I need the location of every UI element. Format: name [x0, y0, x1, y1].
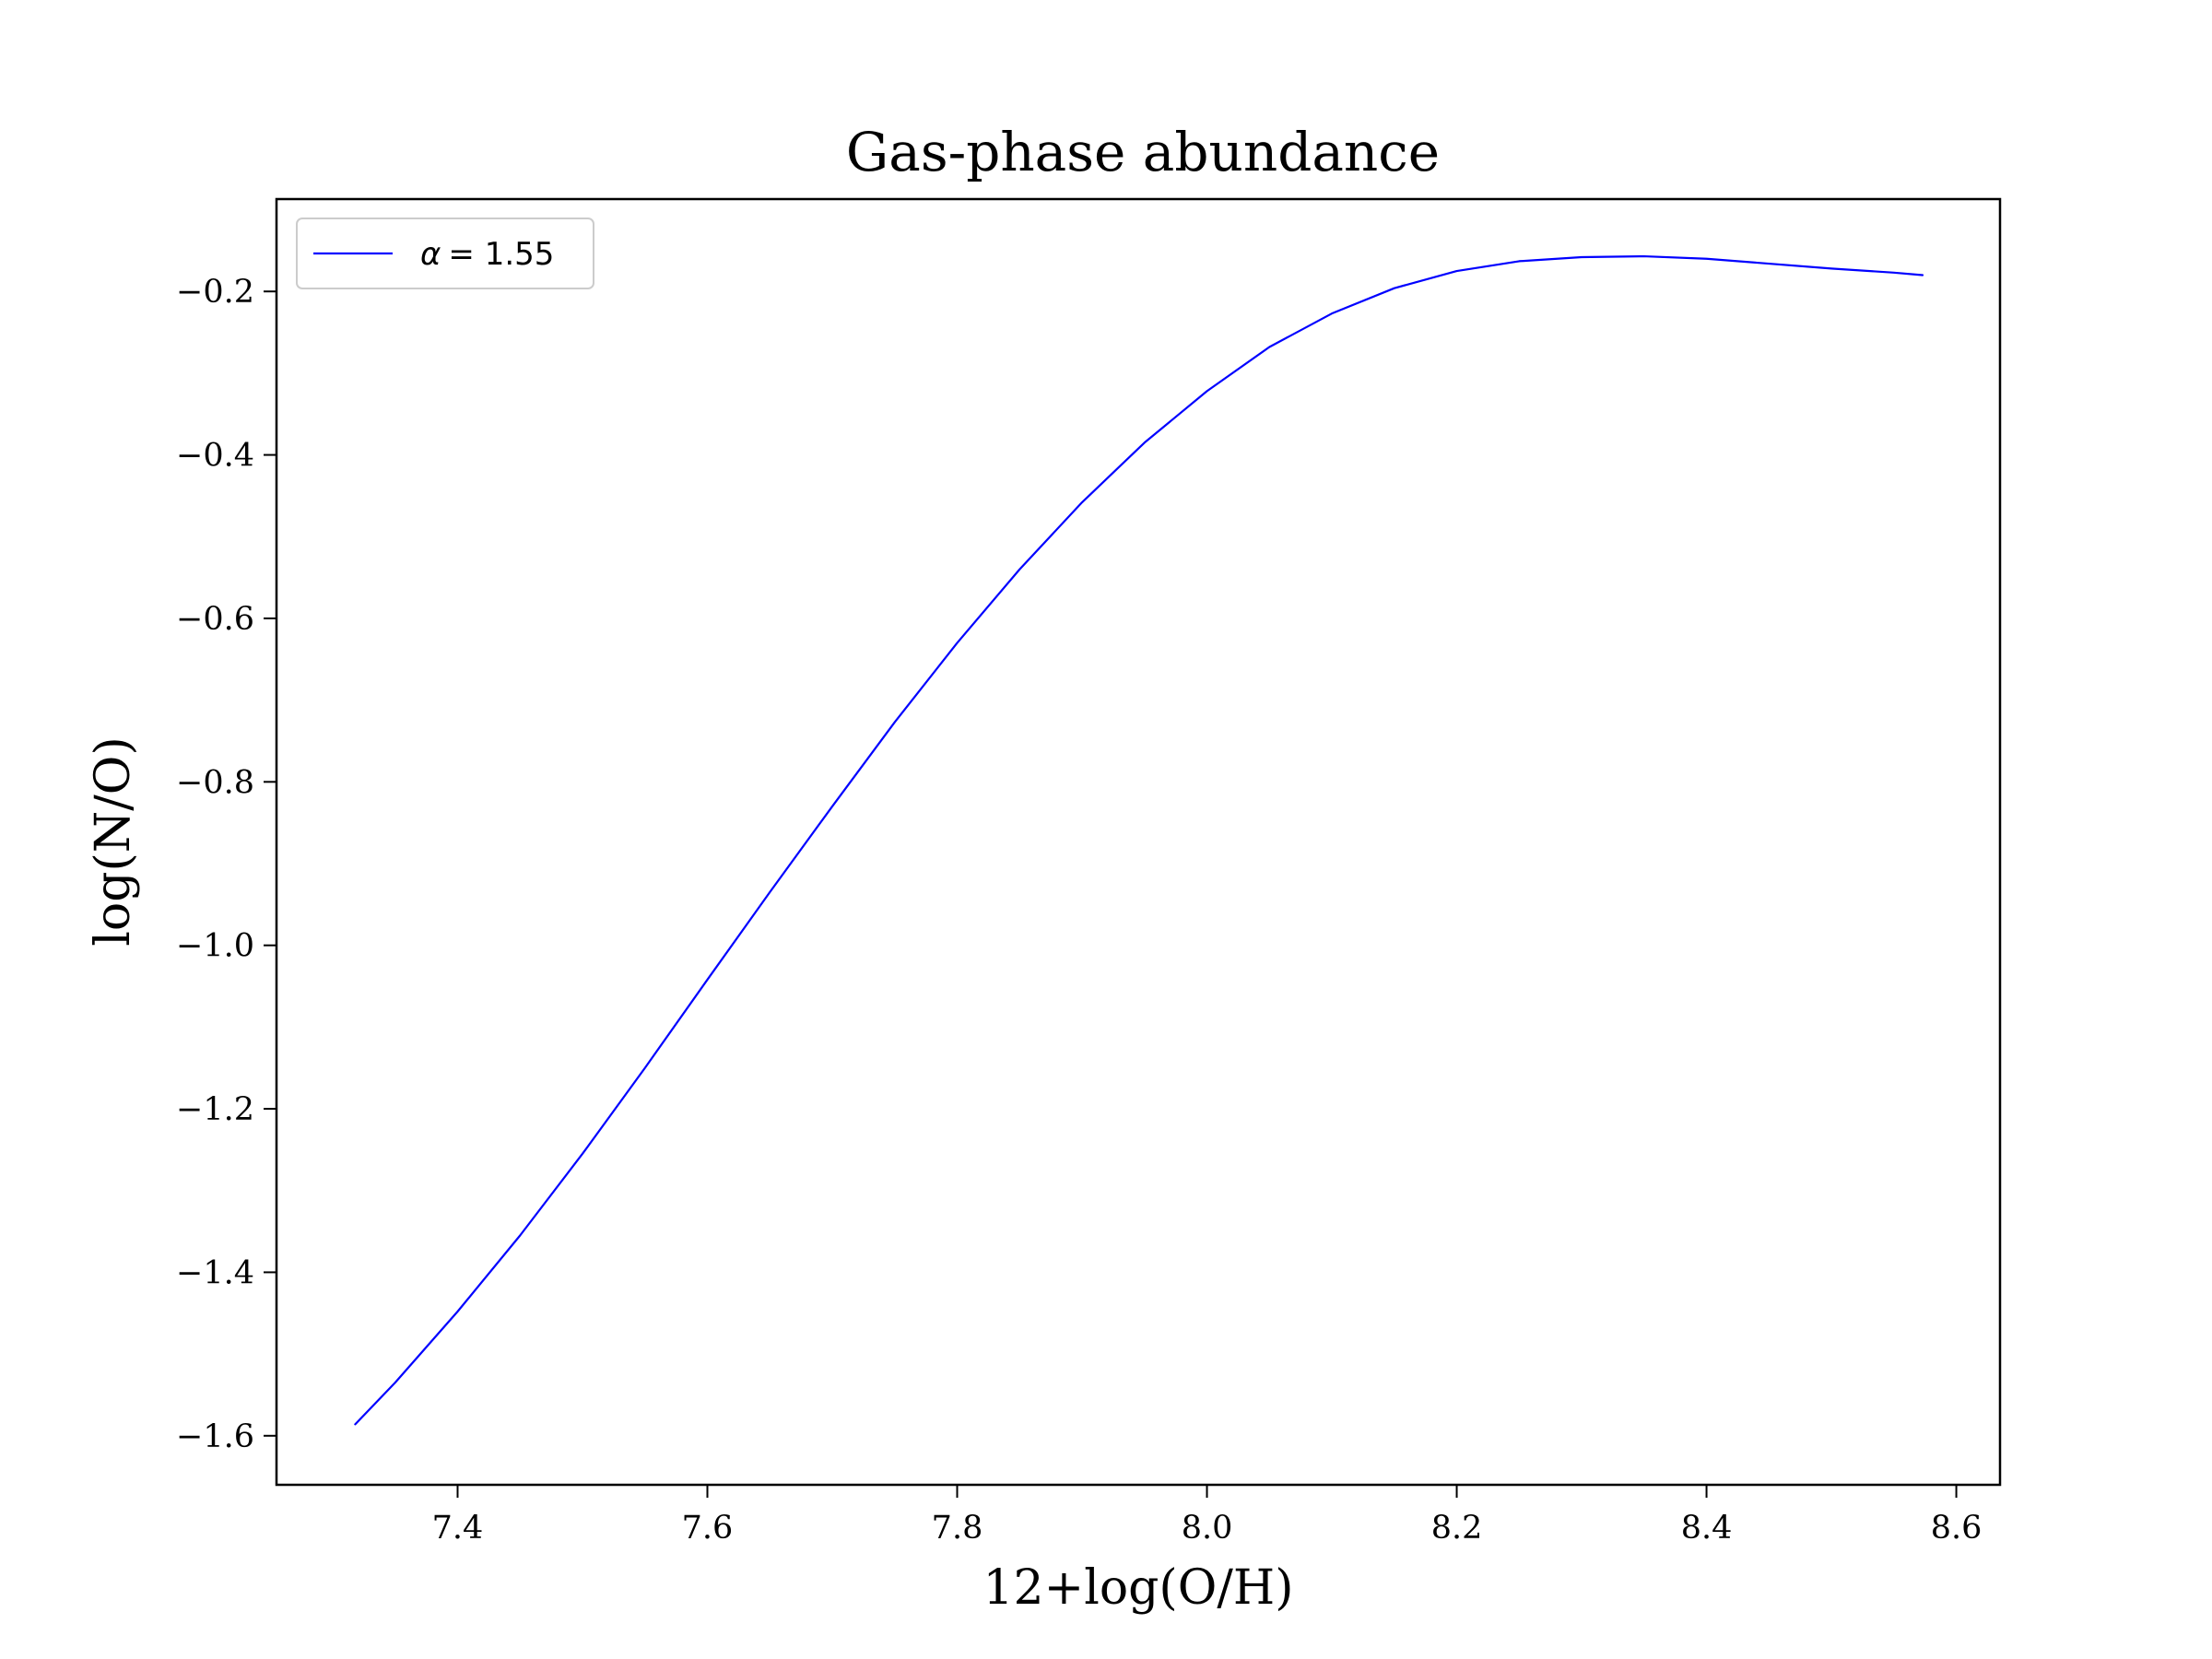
y-tick-label: −0.2	[176, 274, 254, 311]
y-tick-label: −1.0	[176, 928, 254, 965]
x-tick-label: 8.2	[1431, 1510, 1483, 1547]
x-tick-label: 7.6	[682, 1510, 734, 1547]
x-tick-label: 8.6	[1931, 1510, 1983, 1547]
x-axis-label: 12+log(O/H)	[982, 1560, 1293, 1616]
axes-frame	[275, 197, 2002, 1487]
plot-area	[275, 197, 2002, 1487]
y-tick-label: −1.6	[176, 1418, 254, 1455]
y-axis: −0.2 −0.4 −0.6 −0.8 −1.0 −1.2 −1.4 −1.6	[176, 274, 276, 1455]
legend: α = 1.55	[296, 218, 594, 289]
series-line	[354, 254, 1924, 1426]
data-layer	[354, 254, 1924, 1426]
x-axis: 7.4 7.6 7.8 8.0 8.2 8.4 8.6	[432, 1485, 1983, 1547]
legend-entry-label: α = 1.55	[420, 236, 554, 273]
legend-frame	[296, 218, 594, 289]
y-tick-label: −1.2	[176, 1091, 254, 1128]
y-tick-label: −0.4	[176, 438, 254, 475]
y-tick-label: −0.8	[176, 764, 254, 801]
legend-entry-value: = 1.55	[448, 236, 554, 273]
legend-entry-symbol: α	[420, 236, 441, 273]
chart-title: Gas-phase abundance	[846, 121, 1440, 183]
x-tick-label: 8.0	[1182, 1510, 1233, 1547]
y-axis-label: log(N/O)	[86, 736, 141, 946]
y-tick-label: −1.4	[176, 1254, 254, 1291]
y-tick-label: −0.6	[176, 601, 254, 638]
x-tick-label: 7.8	[932, 1510, 983, 1547]
x-tick-label: 8.4	[1681, 1510, 1733, 1547]
x-tick-label: 7.4	[432, 1510, 484, 1547]
